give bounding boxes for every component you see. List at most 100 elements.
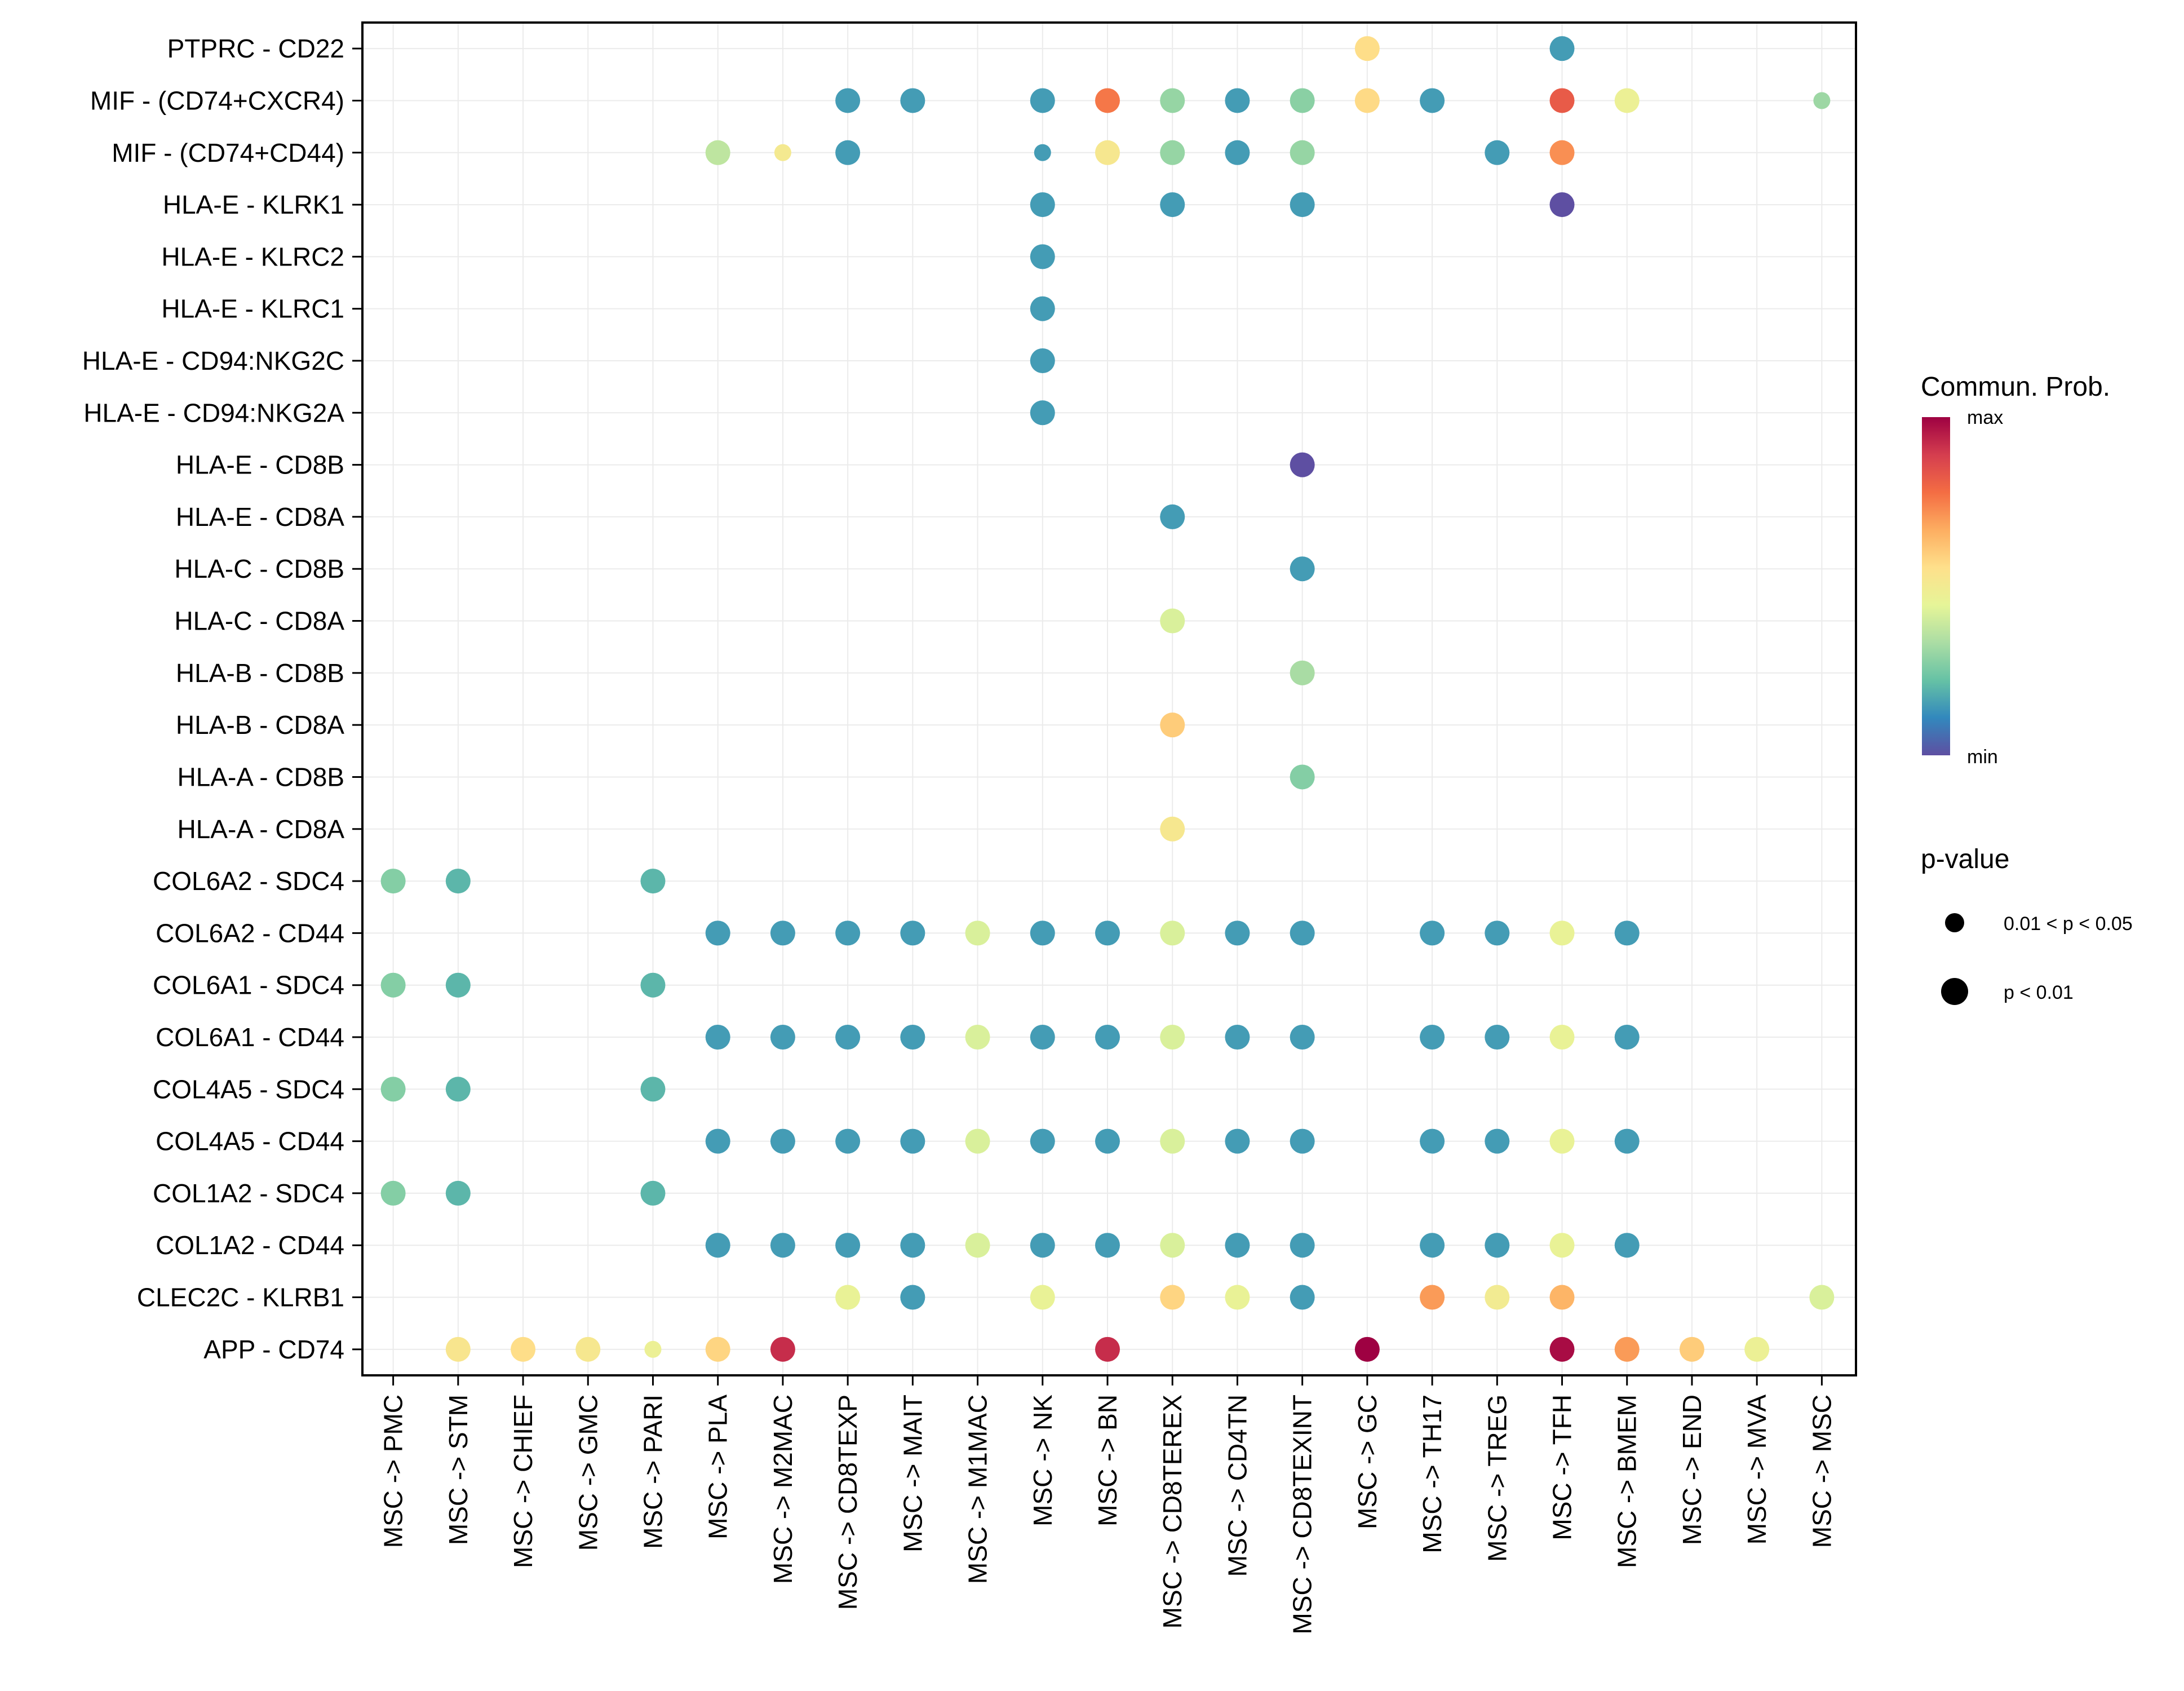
color-legend-min: min [1967, 746, 1998, 768]
data-point: HLA-C - CD8B / MSC -> CD8TEXINT [1290, 556, 1315, 582]
data-point: HLA-B - CD8B / MSC -> CD8TEXINT [1290, 660, 1315, 685]
data-point: CLEC2C - KLRB1 / MSC -> NK [1030, 1285, 1055, 1310]
data-point: MIF - (CD74+CD44) / MSC -> M2MAC [774, 144, 791, 161]
data-point: HLA-A - CD8A / MSC -> CD8TEREX [1160, 816, 1185, 842]
data-point: COL6A2 - CD44 / MSC -> PLA [705, 920, 730, 946]
x-tick-label: MSC -> MVA [1742, 1395, 1771, 1545]
data-point: COL1A2 - CD44 / MSC -> NK [1030, 1233, 1055, 1258]
y-tick-label: COL6A1 - CD44 [156, 1022, 344, 1052]
data-point: APP - CD74 / MSC -> PLA [705, 1336, 730, 1362]
data-points: PTPRC - CD22 / MSC -> GC PTPRC - CD22 / M… [380, 36, 1835, 1362]
y-tick-label: COL6A2 - SDC4 [153, 866, 344, 896]
data-point: COL6A1 - CD44 / MSC -> CD4TN [1225, 1025, 1250, 1050]
y-tick-label: HLA-E - KLRC1 [161, 294, 344, 324]
y-tick-label: HLA-C - CD8A [174, 607, 344, 636]
data-point: COL1A2 - SDC4 / MSC -> STM [445, 1180, 471, 1206]
data-point: COL4A5 - SDC4 / MSC -> PARI [640, 1077, 666, 1102]
y-tick-label: HLA-E - KLRK1 [163, 190, 344, 219]
x-tick-label: MSC -> PMC [379, 1395, 408, 1548]
x-tick-label: MSC -> M2MAC [768, 1395, 798, 1584]
data-point: COL6A2 - CD44 / MSC -> NK [1030, 920, 1055, 946]
y-tick-label: HLA-E - CD94:NKG2C [82, 346, 344, 375]
data-point: COL6A2 - SDC4 / MSC -> PARI [640, 869, 666, 894]
data-point: MIF - (CD74+CXCR4) / MSC -> NK [1030, 88, 1055, 113]
data-point: HLA-E - KLRK1 / MSC -> CD8TEXINT [1290, 192, 1315, 218]
x-tick-label: MSC -> TREG [1482, 1395, 1512, 1562]
data-point: COL6A1 - CD44 / MSC -> CD8TEXINT [1290, 1025, 1315, 1050]
data-point: MIF - (CD74+CXCR4) / MSC -> CD8TEREX [1160, 88, 1185, 113]
data-point: COL6A2 - SDC4 / MSC -> PMC [380, 869, 406, 894]
color-legend-max: max [1967, 407, 2003, 428]
x-tick-label: MSC -> CD8TEREX [1158, 1395, 1187, 1628]
data-point: COL4A5 - CD44 / MSC -> M1MAC [965, 1128, 990, 1154]
x-axis: MSC -> PMC MSC -> STM MSC -> CHIEF MSC -> G… [379, 1375, 1836, 1635]
data-point: HLA-B - CD8A / MSC -> CD8TEREX [1160, 712, 1185, 738]
x-tick-label: MSC -> MSC [1807, 1395, 1836, 1548]
y-tick-label: COL1A2 - CD44 [156, 1230, 344, 1260]
data-point: CLEC2C - KLRB1 / MSC -> CD8TEXP [835, 1285, 861, 1310]
data-point: HLA-E - KLRK1 / MSC -> CD8TEREX [1160, 192, 1185, 218]
x-tick-label: MSC -> PLA [703, 1395, 733, 1539]
x-tick-label: MSC -> CD4TN [1222, 1395, 1252, 1577]
data-point: APP - CD74 / MSC -> M2MAC [770, 1336, 795, 1362]
data-point: APP - CD74 / MSC -> BN [1095, 1336, 1120, 1362]
data-point: HLA-E - CD8B / MSC -> CD8TEXINT [1290, 452, 1315, 477]
data-point: COL6A2 - SDC4 / MSC -> STM [445, 869, 471, 894]
data-point: HLA-E - KLRK1 / MSC -> TFH [1549, 192, 1575, 218]
x-tick-label: MSC -> CD8TEXP [833, 1395, 862, 1610]
x-tick-label: MSC -> TFH [1548, 1395, 1577, 1541]
y-tick-label: HLA-B - CD8B [176, 658, 344, 688]
data-point: APP - CD74 / MSC -> TFH [1549, 1336, 1575, 1362]
y-tick-label: HLA-A - CD8B [177, 762, 344, 791]
y-tick-label: COL6A1 - SDC4 [153, 971, 344, 1000]
data-point: MIF - (CD74+CD44) / MSC -> CD4TN [1225, 140, 1250, 165]
data-point: COL6A1 - CD44 / MSC -> TH17 [1420, 1025, 1445, 1050]
data-point: CLEC2C - KLRB1 / MSC -> MSC [1809, 1285, 1835, 1310]
data-point: APP - CD74 / MSC -> END [1679, 1336, 1704, 1362]
data-point: COL6A2 - CD44 / MSC -> TH17 [1420, 920, 1445, 946]
data-point: COL1A2 - CD44 / MSC -> CD8TEXINT [1290, 1233, 1315, 1258]
data-point: HLA-C - CD8A / MSC -> CD8TEREX [1160, 608, 1185, 634]
data-point: COL1A2 - CD44 / MSC -> TREG [1485, 1233, 1510, 1258]
data-point: CLEC2C - KLRB1 / MSC -> CD4TN [1225, 1285, 1250, 1310]
data-point: COL6A1 - CD44 / MSC -> CD8TEXP [835, 1025, 861, 1050]
x-tick-label: MSC -> CD8TEXINT [1288, 1395, 1317, 1635]
x-tick-label: MSC -> STM [444, 1395, 473, 1545]
x-tick-label: MSC -> NK [1028, 1395, 1057, 1526]
data-point: COL6A2 - CD44 / MSC -> BN [1095, 920, 1120, 946]
y-tick-label: HLA-E - KLRC2 [161, 242, 344, 271]
data-point: APP - CD74 / MSC -> STM [445, 1336, 471, 1362]
data-point: COL6A2 - CD44 / MSC -> MAIT [900, 920, 925, 946]
y-tick-label: PTPRC - CD22 [167, 34, 344, 63]
data-point: APP - CD74 / MSC -> BMEM [1614, 1336, 1640, 1362]
data-point: HLA-E - KLRC1 / MSC -> NK [1030, 296, 1055, 321]
data-point: MIF - (CD74+CD44) / MSC -> NK [1034, 144, 1051, 161]
data-point: COL1A2 - SDC4 / MSC -> PARI [640, 1180, 666, 1206]
color-legend: Commun. Prob. max min [1921, 372, 2110, 768]
data-point: COL4A5 - CD44 / MSC -> CD8TEXINT [1290, 1128, 1315, 1154]
y-tick-label: HLA-A - CD8A [177, 814, 344, 844]
size-legend-key-low [1941, 978, 1968, 1005]
data-point: COL1A2 - CD44 / MSC -> CD4TN [1225, 1233, 1250, 1258]
data-point: CLEC2C - KLRB1 / MSC -> CD8TEXINT [1290, 1285, 1315, 1310]
color-legend-title: Commun. Prob. [1921, 372, 2110, 402]
data-point: COL4A5 - SDC4 / MSC -> STM [445, 1077, 471, 1102]
data-point: COL6A1 - SDC4 / MSC -> STM [445, 972, 471, 998]
y-axis: PTPRC - CD22 MIF - (CD74+CXCR4) MIF - (CD7… [82, 34, 362, 1364]
data-point: COL1A2 - CD44 / MSC -> TFH [1549, 1233, 1575, 1258]
data-point: COL6A2 - CD44 / MSC -> CD4TN [1225, 920, 1250, 946]
data-point: HLA-E - CD8A / MSC -> CD8TEREX [1160, 504, 1185, 529]
plot-panel-border [361, 21, 1857, 1376]
x-tick-label: MSC -> BMEM [1612, 1395, 1642, 1568]
y-tick-label: HLA-E - CD94:NKG2A [83, 398, 344, 427]
data-point: COL6A1 - CD44 / MSC -> BN [1095, 1025, 1120, 1050]
data-point: COL4A5 - CD44 / MSC -> NK [1030, 1128, 1055, 1154]
y-tick-label: COL4A5 - SDC4 [153, 1074, 344, 1104]
data-point: MIF - (CD74+CD44) / MSC -> CD8TEXP [835, 140, 861, 165]
x-tick-label: MSC -> GC [1353, 1395, 1382, 1529]
data-point: CLEC2C - KLRB1 / MSC -> MAIT [900, 1285, 925, 1310]
y-tick-label: MIF - (CD74+CXCR4) [90, 86, 344, 115]
data-point: MIF - (CD74+CXCR4) / MSC -> TFH [1549, 88, 1575, 113]
data-point: APP - CD74 / MSC -> CHIEF [511, 1336, 536, 1362]
